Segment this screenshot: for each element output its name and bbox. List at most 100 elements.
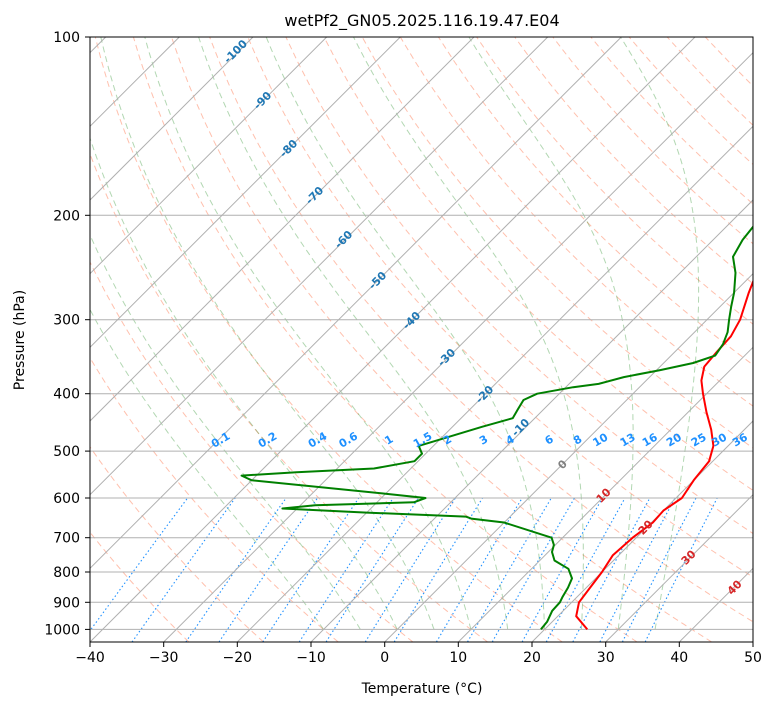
moist-adiabat-line bbox=[620, 37, 700, 630]
y-tick-label: 100 bbox=[53, 30, 80, 46]
moist-adiabat-line bbox=[144, 37, 472, 630]
x-tick-label: −10 bbox=[296, 650, 326, 666]
isotherm-label: 40 bbox=[725, 577, 745, 597]
mixing-ratio-label: 0.4 bbox=[306, 429, 330, 450]
dry-adiabat-line bbox=[94, 37, 563, 642]
skewed-isotherms bbox=[90, 37, 753, 642]
x-tick-label: −30 bbox=[149, 650, 179, 666]
moist-adiabat-line bbox=[100, 37, 435, 630]
isotherm-line bbox=[90, 37, 254, 201]
mixing-ratio-label: 1.5 bbox=[411, 430, 434, 451]
isotherm-label: 30 bbox=[679, 547, 699, 567]
isotherm-line bbox=[90, 37, 401, 349]
isotherm-line bbox=[163, 51, 753, 642]
mixing-ratio-label: 36 bbox=[730, 430, 750, 449]
y-axis-ticks: 100 200 300 400 500 600 700 800 900 1000 bbox=[44, 30, 90, 638]
mixing-ratio-label: 13 bbox=[618, 431, 638, 450]
dry-adiabat-line bbox=[476, 37, 753, 325]
isotherm-line bbox=[310, 199, 753, 642]
y-tick-label: 400 bbox=[53, 387, 80, 403]
mixing-ratio-line bbox=[393, 497, 483, 642]
y-tick-label: 500 bbox=[53, 444, 80, 460]
isotherm-line bbox=[90, 37, 622, 570]
mixing-ratio-label: 2 bbox=[441, 433, 454, 448]
moist-adiabat-line bbox=[90, 136, 398, 630]
mixing-ratio-line bbox=[90, 497, 189, 632]
isotherm-line bbox=[457, 346, 753, 642]
mixing-ratio-labels: 0.1 0.2 0.4 0.6 1 1.5 2 3 4 6 8 10 13 16 20 25 30 36 bbox=[209, 429, 750, 450]
moist-adiabat-line bbox=[468, 37, 634, 630]
moist-adiabat-line bbox=[198, 37, 509, 630]
pressure-gridlines bbox=[90, 37, 753, 630]
y-axis-label: Pressure (hPa) bbox=[12, 290, 28, 390]
x-tick-label: 40 bbox=[670, 650, 688, 666]
mixing-ratio-label: 0.2 bbox=[256, 430, 279, 451]
plot-area: -100-90-80-70-60-50-40-30-20-10010203040… bbox=[90, 37, 753, 642]
mixing-ratio-line bbox=[325, 497, 419, 642]
mixing-ratio-line bbox=[131, 497, 236, 642]
mixing-ratio-line bbox=[364, 497, 456, 642]
y-tick-label: 300 bbox=[53, 313, 80, 329]
x-tick-label: 50 bbox=[744, 650, 762, 666]
isotherm-line bbox=[531, 420, 753, 642]
isotherm-line bbox=[90, 37, 328, 275]
moist-adiabat-line bbox=[90, 308, 324, 630]
x-tick-label: −40 bbox=[75, 650, 105, 666]
x-tick-label: 30 bbox=[597, 650, 615, 666]
mixing-ratio-line bbox=[644, 497, 718, 642]
y-tick-label: 700 bbox=[53, 531, 80, 547]
isotherm-line bbox=[236, 125, 753, 642]
temperature-profile-line bbox=[575, 279, 753, 631]
mixing-ratio-label: 1 bbox=[382, 433, 395, 448]
mixing-ratio-label: 0.1 bbox=[209, 430, 232, 451]
moist-adiabat-line bbox=[265, 37, 546, 630]
dry-adiabats bbox=[90, 37, 753, 642]
isotherm-label: -100 bbox=[221, 37, 250, 66]
mixing-ratio-label: 0.6 bbox=[337, 429, 361, 450]
isotherm-line bbox=[605, 493, 753, 642]
dry-adiabat-line bbox=[90, 446, 264, 642]
moist-adiabats bbox=[90, 37, 700, 630]
mixing-ratio-lines bbox=[90, 497, 718, 642]
x-tick-label: 20 bbox=[523, 650, 541, 666]
dry-adiabat-line bbox=[323, 37, 753, 491]
sounding-profiles bbox=[240, 225, 753, 631]
dry-adiabat-line bbox=[90, 260, 414, 642]
dry-adiabat-line bbox=[666, 37, 753, 126]
dry-adiabat-line bbox=[247, 37, 753, 578]
dry-adiabat-line bbox=[552, 37, 753, 245]
dry-adiabat-line bbox=[132, 37, 638, 642]
dry-adiabat-line bbox=[704, 37, 753, 87]
isotherm-label: -60 bbox=[332, 228, 355, 251]
mixing-ratio-line bbox=[572, 497, 651, 642]
mixing-ratio-line bbox=[262, 497, 360, 642]
x-axis-ticks: −40 −30 −20 −10 0 10 20 30 40 50 bbox=[75, 642, 762, 666]
mixing-ratio-label: 6 bbox=[543, 432, 556, 447]
mixing-ratio-label: 8 bbox=[571, 433, 584, 448]
y-tick-label: 900 bbox=[53, 595, 80, 611]
mixing-ratio-line bbox=[545, 497, 626, 642]
x-tick-label: −20 bbox=[223, 650, 253, 666]
y-tick-label: 200 bbox=[53, 208, 80, 224]
plot-frame bbox=[89, 36, 754, 643]
dry-adiabat-line bbox=[514, 37, 753, 285]
dry-adiabat-line bbox=[90, 152, 488, 642]
mixing-ratio-label: 3 bbox=[477, 433, 490, 448]
isotherm-line bbox=[384, 272, 753, 642]
dry-adiabat-line bbox=[285, 37, 753, 535]
x-axis-label: Temperature (°C) bbox=[361, 681, 483, 697]
mixing-ratio-line bbox=[599, 497, 676, 642]
dry-adiabat-line bbox=[209, 37, 753, 623]
dry-adiabat-line bbox=[90, 531, 190, 642]
y-tick-label: 800 bbox=[53, 565, 80, 581]
mixing-ratio-line bbox=[218, 497, 318, 642]
x-tick-label: 10 bbox=[449, 650, 467, 666]
isotherm-line bbox=[90, 37, 549, 496]
isotherm-label: -10 bbox=[509, 416, 532, 439]
y-tick-label: 600 bbox=[53, 491, 80, 507]
chart-title: wetPf2_GN05.2025.116.19.47.E04 bbox=[284, 11, 559, 31]
x-tick-label: 0 bbox=[380, 650, 389, 666]
y-tick-label: 1000 bbox=[44, 622, 80, 638]
mixing-ratio-line bbox=[621, 497, 697, 642]
